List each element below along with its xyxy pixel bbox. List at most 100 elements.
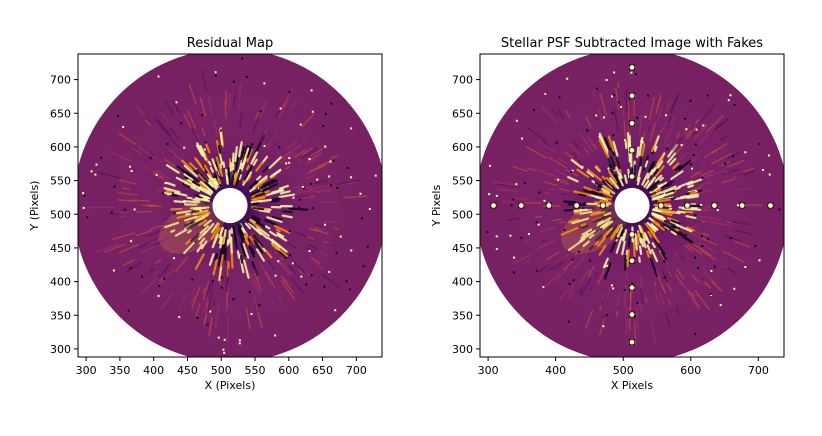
- noise-dot: [520, 237, 522, 239]
- noise-dot: [769, 174, 771, 176]
- noise-dot: [702, 124, 704, 126]
- noise-dot: [264, 145, 266, 147]
- noise-dot: [350, 176, 352, 178]
- noise-dot: [205, 142, 207, 144]
- x-tick-label: 650: [312, 364, 333, 377]
- noise-dot: [131, 170, 133, 172]
- fake-planet: [491, 203, 496, 208]
- noise-dot: [333, 160, 335, 162]
- noise-dot: [533, 109, 535, 111]
- noise-dot: [310, 183, 312, 185]
- noise-dot: [129, 166, 131, 168]
- noise-dot: [94, 174, 96, 176]
- noise-dot: [724, 163, 726, 165]
- speckle: [225, 249, 226, 260]
- noise-dot: [222, 349, 224, 351]
- speckle: [603, 177, 605, 179]
- y-tick-label: 300: [452, 343, 473, 356]
- speckle: [277, 230, 280, 231]
- noise-dot: [249, 291, 251, 293]
- noise-dot: [758, 143, 760, 145]
- speckle: [272, 201, 279, 202]
- speckle: [686, 212, 692, 213]
- noise-dot: [694, 333, 696, 335]
- speckle: [193, 200, 199, 201]
- fake-planet: [630, 340, 635, 345]
- noise-dot: [511, 204, 513, 206]
- noise-dot: [701, 245, 703, 247]
- y-tick-label: 550: [50, 175, 71, 188]
- noise-dot: [733, 104, 735, 106]
- noise-dot: [258, 304, 260, 306]
- noise-dot: [612, 287, 614, 289]
- noise-dot: [252, 143, 254, 145]
- noise-dot: [754, 245, 756, 247]
- speckle: [164, 219, 167, 220]
- noise-dot: [744, 151, 746, 153]
- speckle: [653, 195, 656, 196]
- noise-dot: [640, 140, 642, 142]
- noise-dot: [558, 96, 560, 98]
- noise-dot: [538, 224, 540, 226]
- noise-dot: [690, 100, 692, 102]
- speckle: [157, 190, 161, 191]
- x-tick-label: 600: [680, 364, 701, 377]
- noise-dot: [164, 182, 166, 184]
- speckle: [646, 298, 647, 303]
- noise-dot: [322, 125, 324, 127]
- fake-planet: [630, 93, 635, 98]
- noise-dot: [536, 221, 538, 223]
- speckle: [252, 201, 260, 202]
- noise-dot: [196, 317, 198, 319]
- noise-dot: [613, 71, 615, 73]
- noise-dot: [663, 261, 665, 263]
- noise-dot: [180, 122, 182, 124]
- speckle: [565, 210, 573, 211]
- noise-dot: [215, 75, 217, 77]
- noise-dot: [278, 146, 280, 148]
- x-tick-label: 400: [143, 364, 164, 377]
- noise-dot: [707, 238, 709, 240]
- noise-dot: [557, 179, 559, 181]
- noise-dot: [700, 204, 702, 206]
- speckle: [628, 250, 629, 266]
- noise-dot: [631, 282, 633, 284]
- noise-dot: [288, 157, 290, 159]
- noise-dot: [568, 321, 570, 323]
- noise-dot: [681, 144, 683, 146]
- noise-dot: [604, 265, 606, 267]
- x-tick-label: 400: [545, 364, 566, 377]
- noise-dot: [685, 128, 687, 130]
- noise-dot: [606, 265, 608, 267]
- fake-planet: [630, 258, 635, 263]
- speckle: [634, 240, 635, 256]
- x-tick-label: 500: [211, 364, 232, 377]
- noise-dot: [369, 208, 371, 210]
- noise-dot: [606, 79, 608, 81]
- noise-dot: [611, 95, 613, 97]
- fake-planet: [630, 232, 635, 237]
- noise-dot: [363, 265, 365, 267]
- x-tick-label: 300: [478, 364, 499, 377]
- speckle: [535, 217, 541, 218]
- noise-dot: [223, 352, 225, 354]
- noise-dot: [665, 114, 667, 116]
- speckle: [513, 198, 529, 199]
- speckle: [683, 209, 700, 210]
- speckle: [564, 202, 575, 203]
- noise-dot: [691, 168, 693, 170]
- speckle: [628, 102, 629, 119]
- image-field: [73, 49, 386, 362]
- speckle: [223, 238, 224, 242]
- noise-dot: [693, 154, 695, 156]
- y-axis-label: Y Pixels: [430, 185, 443, 228]
- noise-dot: [361, 217, 363, 219]
- speckle: [260, 200, 271, 201]
- noise-dot: [128, 310, 130, 312]
- x-tick-label: 450: [177, 364, 198, 377]
- noise-dot: [717, 209, 719, 211]
- noise-dot: [328, 175, 330, 177]
- speckle: [629, 239, 630, 246]
- noise-dot: [695, 144, 697, 146]
